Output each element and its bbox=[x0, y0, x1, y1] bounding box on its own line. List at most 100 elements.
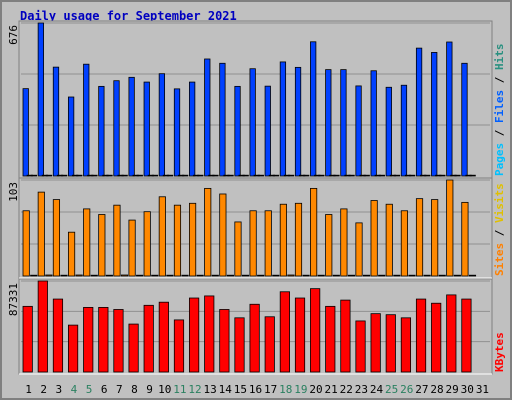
bar-kbytes-day-11 bbox=[173, 319, 185, 373]
kbytes-panel-bars bbox=[22, 280, 472, 373]
legend-sep-3: / bbox=[493, 229, 506, 236]
bar-sites-day-13 bbox=[211, 274, 219, 277]
bar-hits-day-5 bbox=[83, 63, 90, 177]
bar-visits-day-13 bbox=[204, 187, 212, 277]
bar-hits-day-23 bbox=[355, 85, 362, 177]
bar-pages-day-15 bbox=[242, 174, 249, 177]
bar-hits-day-6 bbox=[98, 85, 105, 177]
bar-hits-day-2 bbox=[37, 22, 44, 177]
bar-visits-day-20 bbox=[310, 187, 318, 277]
bar-sites-day-19 bbox=[302, 274, 310, 277]
day-label-5: 5 bbox=[86, 383, 93, 396]
bar-hits-day-13 bbox=[204, 58, 211, 177]
bar-hits-day-1 bbox=[22, 88, 29, 177]
bar-hits-day-7 bbox=[113, 80, 120, 177]
day-label-29: 29 bbox=[446, 383, 459, 396]
day-label-20: 20 bbox=[309, 383, 322, 396]
bar-kbytes-day-22 bbox=[340, 299, 351, 373]
legend-kbytes: KBytes bbox=[493, 332, 506, 372]
bar-pages-day-9 bbox=[151, 174, 159, 177]
bar-visits-day-9 bbox=[143, 211, 151, 277]
bar-kbytes-day-30 bbox=[461, 298, 472, 373]
bar-pages-day-24 bbox=[378, 174, 385, 177]
bar-hits-day-11 bbox=[173, 88, 181, 177]
bar-hits-day-30 bbox=[461, 62, 468, 177]
bar-kbytes-day-26 bbox=[400, 317, 412, 373]
bar-visits-day-17 bbox=[264, 210, 272, 277]
day-label-26: 26 bbox=[400, 383, 413, 396]
bar-kbytes-day-23 bbox=[355, 320, 366, 373]
bar-sites-day-21 bbox=[332, 274, 340, 277]
legend-sep-1: / bbox=[493, 129, 506, 136]
bar-visits-day-3 bbox=[52, 199, 61, 277]
bar-pages-day-29 bbox=[454, 174, 461, 177]
day-label-1: 1 bbox=[25, 383, 32, 396]
bar-hits-day-29 bbox=[446, 41, 453, 177]
day-label-12: 12 bbox=[188, 383, 201, 396]
bar-visits-day-14 bbox=[219, 193, 227, 277]
bar-pages-day-13 bbox=[212, 174, 219, 177]
day-label-25: 25 bbox=[385, 383, 398, 396]
bar-pages-day-30 bbox=[469, 174, 476, 177]
bar-hits-day-26 bbox=[400, 84, 408, 177]
bar-visits-day-25 bbox=[385, 203, 393, 277]
day-label-4: 4 bbox=[71, 383, 78, 396]
bar-sites-day-12 bbox=[196, 274, 204, 277]
day-label-13: 13 bbox=[203, 383, 216, 396]
bar-sites-day-16 bbox=[257, 274, 265, 277]
bar-pages-day-7 bbox=[121, 174, 128, 177]
bar-sites-day-2 bbox=[45, 274, 53, 277]
bar-pages-day-4 bbox=[76, 174, 83, 177]
bar-hits-day-27 bbox=[415, 47, 423, 177]
bar-sites-day-23 bbox=[362, 274, 371, 277]
day-label-27: 27 bbox=[415, 383, 428, 396]
bar-kbytes-day-3 bbox=[52, 298, 64, 373]
bar-hits-day-25 bbox=[385, 86, 392, 177]
bar-sites-day-15 bbox=[241, 274, 250, 277]
bar-pages-day-10 bbox=[166, 174, 174, 177]
bar-kbytes-day-15 bbox=[234, 317, 245, 373]
bar-hits-day-15 bbox=[234, 85, 241, 177]
bar-sites-day-26 bbox=[408, 274, 416, 277]
bar-sites-day-17 bbox=[272, 274, 280, 277]
bar-visits-day-19 bbox=[294, 202, 303, 277]
bar-hits-day-12 bbox=[189, 81, 196, 177]
bar-sites-day-27 bbox=[423, 274, 431, 277]
bar-kbytes-day-5 bbox=[83, 306, 94, 373]
day-label-24: 24 bbox=[370, 383, 384, 396]
bar-pages-day-19 bbox=[303, 174, 310, 177]
day-label-31: 31 bbox=[476, 383, 489, 396]
bar-visits-day-5 bbox=[83, 208, 91, 277]
kbytes-panel-right-legend: KBytes bbox=[493, 332, 506, 372]
bar-visits-day-7 bbox=[113, 204, 121, 277]
hits-panel-ymax-label: 676 bbox=[7, 25, 20, 45]
bar-sites-day-4 bbox=[75, 274, 83, 277]
bar-pages-day-28 bbox=[439, 174, 446, 177]
day-label-21: 21 bbox=[325, 383, 338, 396]
day-label-22: 22 bbox=[340, 383, 353, 396]
bar-pages-day-20 bbox=[318, 174, 325, 177]
bar-pages-day-23 bbox=[363, 174, 370, 177]
bar-kbytes-day-10 bbox=[158, 301, 169, 373]
bar-pages-day-21 bbox=[333, 174, 340, 177]
bar-pages-day-27 bbox=[424, 174, 431, 177]
day-label-17: 17 bbox=[264, 383, 277, 396]
bar-visits-day-24 bbox=[370, 200, 378, 277]
chart-title: Daily usage for September 2021 bbox=[20, 9, 237, 23]
day-label-10: 10 bbox=[158, 383, 171, 396]
bar-visits-day-30 bbox=[461, 201, 469, 277]
legend-hits: Hits bbox=[493, 44, 506, 71]
bar-hits-day-22 bbox=[340, 69, 347, 177]
bar-kbytes-day-8 bbox=[128, 323, 139, 373]
bar-visits-day-12 bbox=[189, 202, 197, 277]
bar-hits-day-8 bbox=[128, 76, 135, 177]
bar-sites-day-24 bbox=[378, 274, 386, 277]
bar-visits-day-10 bbox=[158, 196, 166, 277]
bar-pages-day-1 bbox=[30, 174, 38, 177]
bar-visits-day-23 bbox=[355, 222, 363, 277]
kbytes-panel: 87331 KBytes bbox=[7, 278, 506, 375]
bar-sites-day-6 bbox=[105, 274, 113, 277]
bar-visits-day-2 bbox=[37, 191, 45, 277]
kbytes-panel-ymax-label: 87331 bbox=[7, 283, 20, 316]
